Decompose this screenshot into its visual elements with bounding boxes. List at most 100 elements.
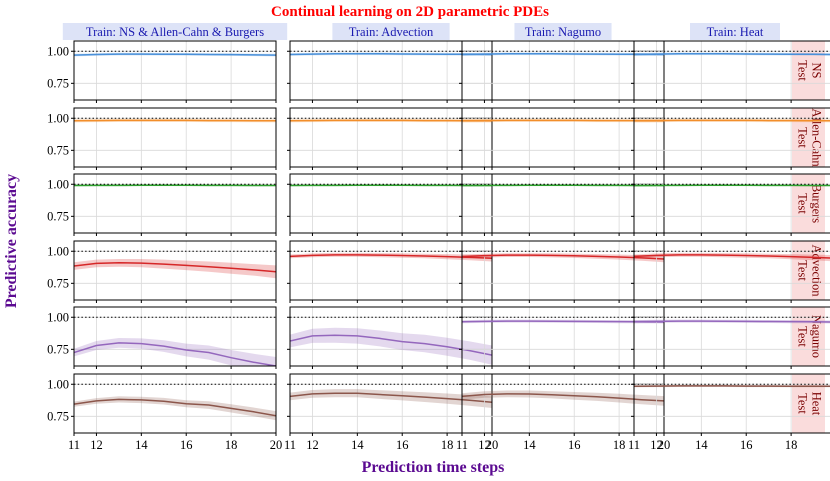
confidence-band [74, 259, 276, 279]
x-tick-label: 14 [523, 438, 536, 452]
plot-area [462, 52, 664, 56]
plot-area [290, 389, 492, 408]
panel-r0-c0: 0.75 1.00 [47, 40, 277, 103]
series-line [634, 320, 830, 323]
row-label-line: Advection [810, 244, 824, 297]
panel-r1-c3 [631, 107, 830, 170]
row-label-line: Allen-Cahn [810, 108, 824, 167]
panel-frame [289, 306, 493, 367]
panel-frame [461, 240, 665, 301]
plot-area [290, 327, 492, 365]
series-line [634, 53, 830, 56]
panel-frame [73, 240, 277, 301]
plot-area [290, 252, 492, 262]
column-title-text: Train: Advection [349, 25, 434, 39]
series-line [74, 398, 276, 417]
plot-area [74, 338, 276, 366]
column-title-bg [62, 23, 288, 40]
panel-r4-c0: 0.75 1.00 [47, 306, 277, 369]
plot-area [634, 52, 830, 56]
x-tick-label: 16 [568, 438, 581, 452]
panel-r5-c0: 0.75 1.00 11 12 14 16 18 20 [47, 373, 282, 452]
y-tick-label: 1.00 [47, 177, 69, 191]
column-title-0: Train: NS & Allen-Cahn & Burgers [62, 23, 288, 40]
row-label-line: Test [796, 193, 810, 214]
plot-area [462, 390, 664, 406]
x-tick-label: 12 [650, 438, 663, 452]
column-title-text: Train: NS & Allen-Cahn & Burgers [86, 25, 264, 39]
panel-r0-c2 [459, 40, 665, 103]
panel-r2-c2 [459, 173, 665, 236]
plot-area [462, 319, 664, 324]
row-label-4: Test Nagumo [792, 307, 825, 366]
row-label-line: Test [796, 60, 810, 81]
x-tick-label: 14 [351, 438, 364, 452]
series-line [290, 392, 492, 403]
panel-frame [289, 40, 493, 101]
row-label-3: Test Advection [792, 241, 825, 300]
y-tick-label: 0.75 [47, 76, 69, 90]
x-tick-label: 11 [68, 438, 80, 452]
plot-area [74, 259, 276, 279]
plot-area [290, 184, 492, 187]
confidence-band [290, 327, 492, 365]
row-label-line: NS [810, 63, 824, 79]
panel-r5-c2: 11 12 14 16 18 20 [456, 373, 671, 452]
x-tick-label: 14 [695, 438, 708, 452]
x-tick-label: 16 [740, 438, 753, 452]
panel-r3-c0: 0.75 1.00 [47, 240, 277, 303]
panel-frame [289, 107, 493, 168]
panel-r1-c1 [287, 107, 493, 170]
panel-frame [461, 173, 665, 234]
panel-frame [633, 373, 830, 434]
column-title-bg [690, 23, 780, 40]
row-label-line: Test [796, 127, 810, 148]
y-tick-label: 1.00 [47, 44, 69, 58]
series-line [74, 342, 276, 366]
plot-area [462, 253, 664, 263]
panel-r2-c0: 0.75 1.00 [47, 173, 277, 236]
x-tick-label: 18 [613, 438, 626, 452]
panel-frame [73, 306, 277, 367]
row-label-line: Test [796, 260, 810, 281]
column-title-2: Train: Nagumo [514, 23, 612, 40]
column-title-1: Train: Advection [332, 23, 450, 40]
x-tick-label: 11 [284, 438, 296, 452]
plot-area [634, 252, 830, 262]
panel-r1-c2 [459, 107, 665, 170]
x-axis-label: Prediction time steps [362, 459, 505, 476]
x-tick-label: 11 [456, 438, 468, 452]
series-line [462, 254, 664, 260]
row-label-2: Test Burgers [792, 174, 825, 233]
column-title-bg [332, 23, 450, 40]
x-tick-label: 20 [658, 438, 671, 452]
confidence-band [74, 396, 276, 421]
panel-frame [73, 40, 277, 101]
panel-r1-c0: 0.75 1.00 [47, 107, 277, 170]
series-line [74, 53, 276, 56]
x-tick-label: 18 [785, 438, 798, 452]
series-line [634, 254, 830, 259]
y-tick-label: 0.75 [47, 276, 69, 290]
panel-r4-c3 [631, 306, 830, 369]
panel-frame [461, 107, 665, 168]
column-title-text: Train: Heat [707, 25, 764, 39]
row-label-line: Test [796, 326, 810, 347]
x-tick-label: 16 [180, 438, 193, 452]
column-title-bg [514, 23, 612, 40]
panel-frame [461, 373, 665, 434]
y-tick-label: 0.75 [47, 342, 69, 356]
plot-area [634, 384, 830, 388]
column-title-3: Train: Heat [690, 23, 780, 40]
y-tick-label: 1.00 [47, 244, 69, 258]
y-axis-label: Predictive accuracy [3, 174, 20, 308]
x-tick-label: 12 [478, 438, 491, 452]
panel-r3-c2 [459, 240, 665, 303]
x-tick-label: 18 [225, 438, 238, 452]
x-tick-label: 18 [441, 438, 454, 452]
y-tick-label: 1.00 [47, 310, 69, 324]
series-line [290, 53, 492, 56]
panel-frame [633, 173, 830, 234]
panel-r0-c3 [631, 40, 830, 103]
x-tick-label: 20 [486, 438, 499, 452]
